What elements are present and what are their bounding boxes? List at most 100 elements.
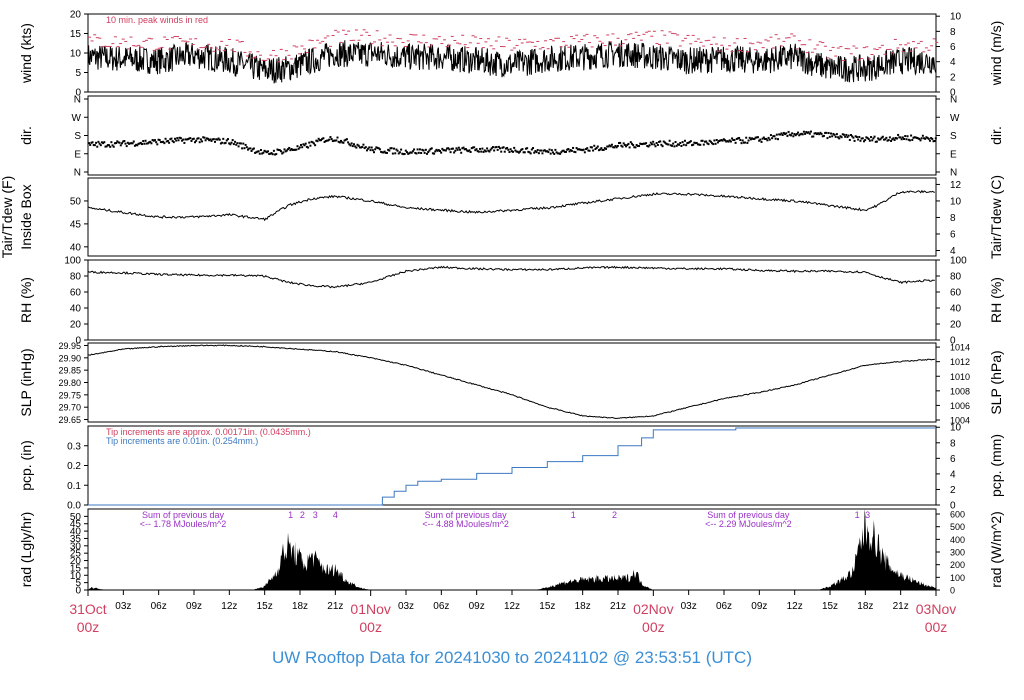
y2-tick-label: 12 <box>950 180 962 191</box>
x-tick-label: 15z <box>822 601 838 612</box>
y2-tick-label: 80 <box>950 272 962 283</box>
daily-sum-value: <-- 4.88 MJoules/m^2 <box>422 519 509 529</box>
y-tick-label: 29.75 <box>58 390 81 400</box>
y2-tick-label: 8 <box>950 27 956 38</box>
y-tick-label: 50 <box>70 196 82 207</box>
y-tick-label: 10 <box>70 571 82 582</box>
radiation-area <box>88 509 936 590</box>
x-tick-label: 18z <box>857 601 873 612</box>
y-tick-label: 0 <box>75 336 81 347</box>
panel-frame-rh <box>87 259 937 341</box>
y-tick-label: 20 <box>70 10 82 21</box>
y-tick-label: 29.65 <box>58 415 81 425</box>
y2-tick-label: 500 <box>950 522 965 532</box>
y2-tick-label: 20 <box>950 320 962 331</box>
x-tick-label: 21z <box>893 601 909 612</box>
rad-marker: 1 <box>571 510 576 520</box>
x-tick-label: 18z <box>292 601 308 612</box>
y-tick-label: 25 <box>70 549 82 560</box>
y-tick-label: 0.0 <box>67 501 81 512</box>
y-tick-label: 40 <box>70 242 82 253</box>
y2-tick-label: 100 <box>950 256 967 267</box>
daily-sum-value: <-- 2.29 MJoules/m^2 <box>705 519 792 529</box>
y2-tick-label: 4 <box>950 57 956 68</box>
y-tick-label: 0.3 <box>67 441 81 452</box>
y-tick-label: S <box>74 131 81 142</box>
x-tick-label: 12z <box>221 601 237 612</box>
rh-line <box>87 265 935 289</box>
y2-tick-label: 4 <box>950 246 956 257</box>
y-tick-label: 100 <box>64 256 81 267</box>
y2-tick-label: E <box>950 149 957 160</box>
y2-tick-label: 1008 <box>950 386 970 396</box>
y-axis-label-secondary: Inside Box <box>18 184 34 249</box>
y2-tick-label: N <box>950 95 957 106</box>
y2-tick-label: 1006 <box>950 401 970 411</box>
slp-line <box>87 344 935 420</box>
y-tick-label: 45 <box>70 519 82 530</box>
x-day-hour-label: 00z <box>642 619 665 635</box>
y2-tick-label: 1014 <box>950 343 970 353</box>
y2-tick-label: 40 <box>950 304 962 315</box>
y2-tick-label: 100 <box>950 573 965 583</box>
x-tick-label: 06z <box>716 601 732 612</box>
y-tick-label: 29.95 <box>58 341 81 351</box>
x-tick-label: 03z <box>398 601 414 612</box>
y-tick-label: 45 <box>70 219 82 230</box>
x-day-hour-label: 00z <box>77 619 100 635</box>
y2-axis-label: Tair/Tdew (C) <box>988 175 1004 259</box>
y2-tick-label: 600 <box>950 510 965 520</box>
y2-tick-label: 6 <box>950 42 956 53</box>
x-tick-label: 09z <box>751 601 767 612</box>
daily-sum-label: Sum of previous day <box>425 510 508 520</box>
y-tick-label: 60 <box>70 288 82 299</box>
y-tick-label: 0.2 <box>67 461 81 472</box>
x-tick-label: 12z <box>504 601 520 612</box>
y-tick-label: 29.70 <box>58 403 81 413</box>
y-tick-label: N <box>74 95 81 106</box>
y-tick-label: 15 <box>70 29 82 40</box>
y-tick-label: 29.85 <box>58 366 81 376</box>
y2-tick-label: 0 <box>950 88 956 99</box>
y2-tick-label: 1010 <box>950 372 970 382</box>
panel-frame-dir <box>87 95 937 176</box>
y-tick-label: 20 <box>70 320 82 331</box>
rad-marker: 3 <box>865 510 870 520</box>
y-axis-label: dir. <box>18 126 34 145</box>
y-tick-label: 50 <box>70 512 82 523</box>
y2-tick-label: 6 <box>950 229 956 240</box>
rad-marker: 4 <box>333 510 338 520</box>
y2-tick-label: 2 <box>950 72 956 83</box>
wind-speed-line <box>87 40 937 84</box>
x-tick-label: 03z <box>115 601 131 612</box>
y-tick-label: 15 <box>70 563 82 574</box>
rad-marker: 2 <box>612 510 617 520</box>
y-tick-label: 40 <box>70 304 82 315</box>
y2-tick-label: 10 <box>950 423 962 434</box>
x-tick-label: 21z <box>327 601 343 612</box>
panel-frame-slp <box>87 342 937 423</box>
y-tick-label: 0 <box>75 88 81 99</box>
y-tick-label: 10 <box>70 49 82 60</box>
rad-marker: 1 <box>855 510 860 520</box>
y-tick-label: 29.90 <box>58 353 81 363</box>
y2-tick-label: 400 <box>950 535 965 545</box>
tip-increment-note-2: Tip increments are 0.01in. (0.254mm.) <box>106 436 258 446</box>
tip-increment-note-1: Tip increments are approx. 0.00171in. (0… <box>106 427 311 437</box>
y2-axis-label: dir. <box>988 126 1004 145</box>
precip-line <box>88 427 936 506</box>
daily-sum-value: <-- 1.78 MJoules/m^2 <box>140 519 227 529</box>
y2-tick-label: 2 <box>950 485 956 496</box>
x-tick-label: 15z <box>539 601 555 612</box>
y2-tick-label: 1012 <box>950 357 970 367</box>
y-axis-label: SLP (inHg) <box>18 348 34 416</box>
y2-tick-label: 6 <box>950 454 956 465</box>
y-tick-label: 5 <box>75 68 81 79</box>
panel-frame-temp <box>87 177 937 257</box>
x-tick-label: 06z <box>433 601 449 612</box>
x-tick-label: 09z <box>186 601 202 612</box>
y2-tick-label: 200 <box>950 560 965 570</box>
y2-tick-label: 60 <box>950 288 962 299</box>
y2-tick-label: W <box>950 113 960 124</box>
